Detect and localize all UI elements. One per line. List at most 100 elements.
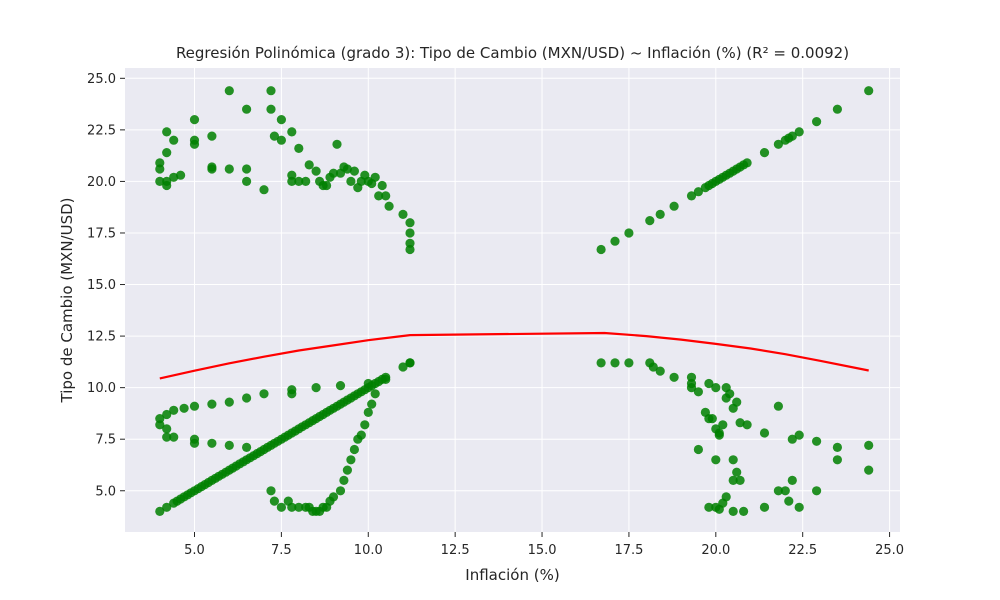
- data-point: [242, 176, 252, 186]
- data-point: [301, 176, 311, 186]
- x-axis-ticks: 5.0 7.5 10.0 12.5 15.0 17.5 20.0 22.5 25.0: [184, 532, 904, 558]
- data-point: [155, 158, 165, 168]
- data-point: [189, 115, 200, 125]
- grid-lines: [125, 68, 900, 532]
- data-point: [349, 166, 359, 176]
- data-point: [189, 139, 200, 149]
- data-point: [732, 467, 742, 477]
- data-point: [624, 228, 634, 238]
- data-point: [718, 420, 728, 430]
- data-point: [224, 397, 234, 407]
- data-point: [381, 374, 391, 384]
- data-point: [725, 389, 735, 399]
- data-point: [645, 216, 655, 226]
- data-point: [812, 486, 822, 496]
- data-point: [794, 430, 804, 440]
- y-tick-label: 12.5: [87, 330, 116, 345]
- data-point: [686, 383, 697, 393]
- data-point: [349, 444, 359, 455]
- data-point: [276, 135, 286, 145]
- data-point: [398, 209, 408, 219]
- data-point: [169, 432, 179, 442]
- data-point: [370, 389, 380, 399]
- data-point: [742, 420, 752, 430]
- data-point: [287, 127, 297, 137]
- data-point: [832, 104, 843, 114]
- data-point: [711, 455, 721, 465]
- data-point: [360, 420, 370, 430]
- data-point: [242, 164, 252, 174]
- data-point: [155, 420, 165, 430]
- data-point: [269, 496, 279, 506]
- data-point: [405, 218, 415, 228]
- y-tick-label: 22.5: [87, 123, 116, 138]
- data-point: [363, 407, 373, 417]
- data-point: [711, 383, 721, 393]
- y-tick-label: 20.0: [87, 175, 116, 190]
- data-point: [693, 444, 704, 455]
- data-point: [169, 172, 179, 182]
- data-point: [714, 430, 724, 440]
- data-point: [162, 424, 172, 434]
- y-tick-label: 17.5: [87, 226, 116, 241]
- data-point: [162, 148, 172, 158]
- data-point: [735, 475, 745, 485]
- x-tick-label: 12.5: [441, 543, 470, 558]
- data-point: [224, 440, 234, 450]
- data-point: [693, 387, 704, 397]
- data-point: [328, 492, 339, 502]
- data-point: [179, 403, 189, 413]
- data-point: [287, 176, 297, 186]
- data-point: [794, 127, 804, 137]
- x-tick-label: 5.0: [184, 543, 205, 558]
- data-point: [304, 160, 314, 170]
- data-point: [812, 436, 822, 446]
- data-point: [759, 428, 770, 438]
- data-point: [405, 244, 415, 255]
- data-point: [669, 372, 679, 382]
- data-point: [311, 166, 321, 176]
- data-point: [780, 486, 790, 496]
- data-point: [346, 176, 356, 186]
- data-point: [405, 358, 415, 368]
- data-point: [832, 442, 843, 452]
- data-point: [287, 502, 297, 512]
- data-point: [773, 401, 784, 411]
- data-point: [728, 475, 738, 485]
- data-point: [294, 143, 304, 153]
- data-point: [655, 209, 665, 219]
- data-point: [648, 362, 658, 372]
- data-point: [294, 502, 304, 512]
- data-point: [363, 378, 373, 389]
- data-point: [704, 414, 714, 424]
- data-point: [596, 244, 606, 255]
- data-point: [162, 127, 172, 137]
- data-point: [342, 465, 352, 475]
- data-point: [339, 475, 349, 485]
- data-point: [242, 104, 252, 114]
- data-point: [169, 135, 179, 145]
- data-point: [686, 191, 697, 201]
- data-point: [266, 86, 276, 96]
- y-tick-label: 10.0: [87, 381, 116, 396]
- data-point: [384, 201, 394, 211]
- data-point: [693, 187, 704, 197]
- data-point: [335, 486, 346, 496]
- x-tick-label: 10.0: [354, 543, 383, 558]
- data-point: [346, 455, 356, 465]
- data-point: [610, 358, 620, 368]
- data-point: [224, 86, 234, 96]
- data-point: [169, 405, 179, 415]
- y-axis-label: Tipo de Cambio (MXN/USD): [58, 197, 76, 403]
- x-tick-label: 7.5: [271, 543, 292, 558]
- data-point: [287, 389, 297, 399]
- data-point: [759, 148, 770, 158]
- data-point: [759, 502, 770, 512]
- data-point: [207, 399, 217, 409]
- data-point: [162, 432, 172, 442]
- data-point: [162, 409, 172, 420]
- regression-curve: [159, 331, 869, 380]
- x-tick-label: 25.0: [875, 543, 904, 558]
- data-point: [176, 170, 186, 180]
- y-tick-label: 5.0: [95, 484, 116, 499]
